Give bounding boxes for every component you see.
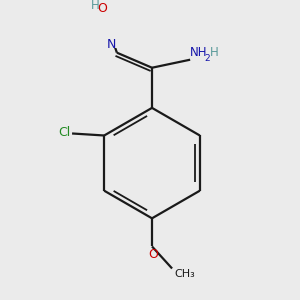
Text: Cl: Cl	[58, 126, 70, 139]
Text: 2: 2	[205, 54, 210, 63]
Text: N: N	[106, 38, 116, 51]
Text: NH: NH	[190, 46, 208, 59]
Text: H: H	[91, 0, 100, 11]
Text: O: O	[148, 248, 158, 261]
Text: CH₃: CH₃	[174, 269, 195, 280]
Text: O: O	[97, 2, 107, 14]
Text: H: H	[210, 46, 219, 59]
